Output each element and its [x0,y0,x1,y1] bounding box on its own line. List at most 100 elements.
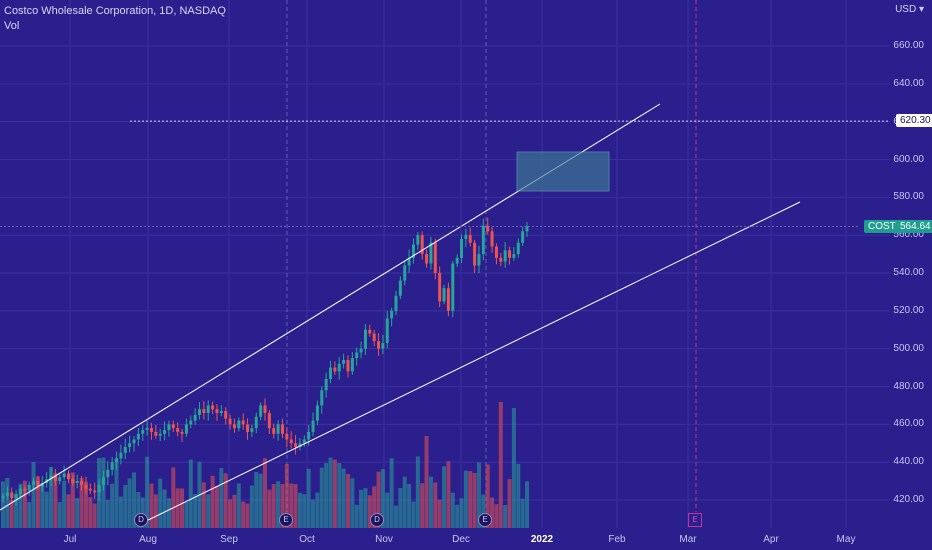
earnings-event-marker[interactable]: E [478,513,492,527]
candle-body [324,378,328,391]
candle-body [211,405,215,410]
candle-body [136,433,140,440]
candle-body [294,443,298,448]
volume-bar [490,497,495,528]
volume-bar [223,473,228,528]
volume-label[interactable]: Vol [4,20,20,32]
volume-bar [62,481,67,528]
candle-body [477,254,481,266]
candle-body [71,479,75,483]
volume-bar [472,472,477,528]
volume-bar [162,489,167,528]
volume-bar [328,457,333,528]
earnings-event-marker[interactable]: E [279,513,293,527]
candle-body [5,492,9,497]
candle-body [145,428,149,431]
level-price-badge: 620.30 [896,114,932,127]
volume-bar [9,500,14,528]
candle-body [246,424,250,432]
candle-body [53,475,57,482]
volume-bar [341,468,346,528]
upcoming-earnings-marker[interactable]: E [688,513,702,527]
volume-bar [228,499,233,528]
candle-body [337,363,341,372]
volume-bar [337,462,342,528]
time-tick-label: Apr [763,534,779,545]
target-zone-rectangle [516,151,610,192]
volume-bar [276,481,281,528]
candle-body [411,244,415,258]
symbol-title[interactable]: Costco Wholesale Corporation, 1D, NASDAQ [4,5,226,17]
candle-body [333,367,337,372]
last-price-badge: 564.64 [896,220,932,233]
candle-body [486,225,490,232]
candle-body [106,469,110,478]
price-tick-label: 580.00 [893,191,924,203]
volume-bar [511,408,516,528]
currency-selector[interactable]: USD ▾ [895,4,924,15]
time-tick-label: Feb [608,534,626,545]
candle-body [263,405,267,413]
volume-bar [241,501,246,528]
candle-body [40,482,44,487]
candle-body [407,257,411,266]
volume-bar [136,491,141,528]
candle-body [1,496,5,499]
candle-body [311,420,315,432]
chevron-down-icon: ▾ [918,4,924,15]
volume-bar [31,462,36,528]
volume-bar [92,503,97,528]
candle-body [508,250,512,258]
volume-bar [481,494,486,528]
volume-bar [258,473,263,528]
dividend-event-marker[interactable]: D [370,513,384,527]
candle-body [18,488,22,495]
candle-body [433,242,437,273]
volume-bar [105,499,110,528]
volume-bar [455,504,460,528]
candle-body [189,420,193,425]
candle-body [416,235,420,245]
volume-bar [516,463,521,528]
candle-body [468,235,472,243]
volume-bar [232,494,237,528]
dividend-event-marker[interactable]: D [134,513,148,527]
volume-bar [22,480,27,528]
volume-bar [101,457,106,528]
candle-body [460,238,463,258]
candle-body [394,295,398,311]
volume-bar [166,498,171,528]
candle-body [377,341,381,349]
volume-bar [127,478,132,528]
candle-body [285,433,289,440]
candle-body [280,424,284,434]
volume-bar [70,472,75,528]
candle-body [198,409,201,415]
candle-body [228,418,232,425]
volume-bar [372,486,377,528]
volume-bar [428,476,433,528]
candle-body [298,443,302,448]
volume-bar [245,503,250,528]
candle-body [516,242,520,255]
volume-bar [53,473,58,528]
candle-body [390,310,394,319]
volume-bar [75,498,80,528]
candle-body [425,254,429,264]
candle-body [342,360,346,364]
volume-bar [389,458,394,528]
volume-bar [110,483,115,528]
volume-bar [433,482,438,528]
volume-bar [14,493,19,528]
time-tick-label: 2022 [530,534,554,545]
volume-bar [145,456,150,528]
candle-body [149,428,153,432]
volume-bar [132,472,136,528]
volume-bar [420,483,425,528]
volume-bar [311,499,316,528]
volume-bar [158,478,163,528]
candle-body [10,492,14,499]
candle-body [272,428,276,434]
volume-bar [380,469,385,528]
